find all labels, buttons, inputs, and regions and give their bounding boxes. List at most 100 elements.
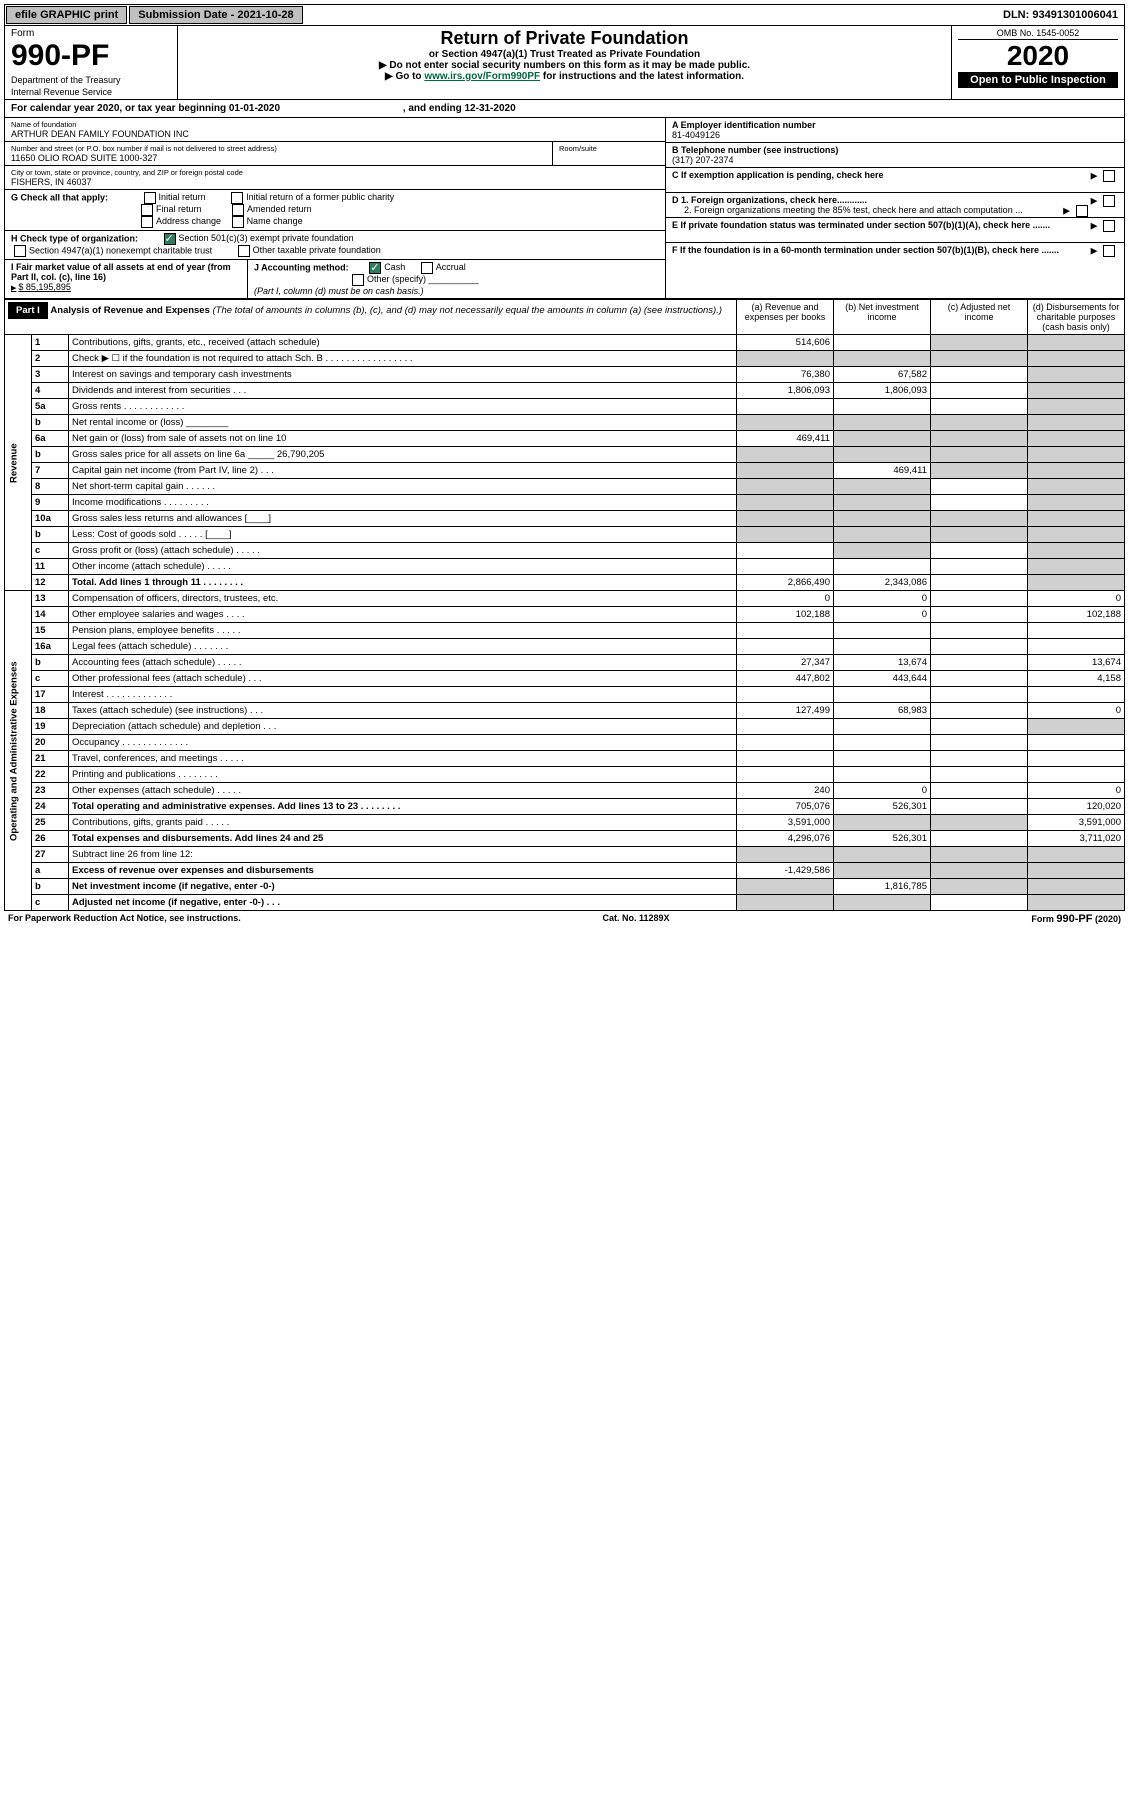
value-cell	[834, 415, 931, 431]
checkbox-501c3[interactable]	[164, 233, 176, 245]
value-cell	[737, 495, 834, 511]
value-cell	[834, 399, 931, 415]
table-row: 7Capital gain net income (from Part IV, …	[5, 463, 1125, 479]
checkbox-name-change[interactable]	[232, 216, 244, 228]
value-cell	[1028, 559, 1125, 575]
d1-label: D 1. Foreign organizations, check here..…	[672, 195, 867, 205]
d2-label: 2. Foreign organizations meeting the 85%…	[684, 205, 1023, 215]
line-number: 23	[32, 783, 69, 799]
checkbox-4947[interactable]	[14, 245, 26, 257]
irs-label: Internal Revenue Service	[11, 87, 171, 97]
checkbox-f[interactable]	[1103, 245, 1115, 257]
city-value: FISHERS, IN 46037	[11, 177, 659, 187]
i-value: $ 85,195,895	[11, 282, 71, 292]
value-cell	[834, 543, 931, 559]
line-number: 9	[32, 495, 69, 511]
value-cell: 102,188	[737, 607, 834, 623]
line-description: Other professional fees (attach schedule…	[69, 671, 737, 687]
line-description: Interest . . . . . . . . . . . . .	[69, 687, 737, 703]
checkbox-initial-return[interactable]	[144, 192, 156, 204]
value-cell	[737, 479, 834, 495]
value-cell	[737, 447, 834, 463]
value-cell	[834, 511, 931, 527]
table-row: 14Other employee salaries and wages . . …	[5, 607, 1125, 623]
line-description: Compensation of officers, directors, tru…	[69, 591, 737, 607]
value-cell	[737, 879, 834, 895]
checkbox-other-method[interactable]	[352, 274, 364, 286]
table-row: Operating and Administrative Expenses13C…	[5, 591, 1125, 607]
table-row: 24Total operating and administrative exp…	[5, 799, 1125, 815]
checkbox-cash[interactable]	[369, 262, 381, 274]
value-cell: 67,582	[834, 367, 931, 383]
checkbox-d1[interactable]	[1103, 195, 1115, 207]
value-cell	[834, 719, 931, 735]
checkbox-other-taxable[interactable]	[238, 245, 250, 257]
revenue-side-label: Revenue	[5, 335, 32, 591]
value-cell: 526,301	[834, 831, 931, 847]
line-description: Gross rents . . . . . . . . . . . .	[69, 399, 737, 415]
value-cell	[834, 479, 931, 495]
checkbox-amended[interactable]	[232, 204, 244, 216]
checkbox-former-public[interactable]	[231, 192, 243, 204]
value-cell	[1028, 639, 1125, 655]
efile-print-button[interactable]: efile GRAPHIC print	[6, 6, 127, 24]
line-number: 19	[32, 719, 69, 735]
line-number: b	[32, 527, 69, 543]
value-cell	[931, 879, 1028, 895]
room-label: Room/suite	[559, 144, 659, 153]
line-number: c	[32, 543, 69, 559]
table-row: 12Total. Add lines 1 through 11 . . . . …	[5, 575, 1125, 591]
b-cell: B Telephone number (see instructions)(31…	[666, 143, 1124, 168]
address-row: Number and street (or P.O. box number if…	[5, 142, 665, 166]
checkbox-address-change[interactable]	[141, 216, 153, 228]
line-description: Other employee salaries and wages . . . …	[69, 607, 737, 623]
value-cell	[1028, 623, 1125, 639]
value-cell	[1028, 575, 1125, 591]
goto-link[interactable]: www.irs.gov/Form990PF	[424, 71, 540, 82]
line-description: Gross sales less returns and allowances …	[69, 511, 737, 527]
value-cell	[1028, 495, 1125, 511]
value-cell	[931, 639, 1028, 655]
j-cash: Cash	[384, 262, 405, 272]
value-cell: 13,674	[1028, 655, 1125, 671]
value-cell: 0	[1028, 703, 1125, 719]
table-row: aExcess of revenue over expenses and dis…	[5, 863, 1125, 879]
city-label: City or town, state or province, country…	[11, 168, 659, 177]
value-cell	[737, 767, 834, 783]
ij-row: I Fair market value of all assets at end…	[5, 260, 665, 298]
line-description: Adjusted net income (if negative, enter …	[69, 895, 737, 911]
expenses-side-label: Operating and Administrative Expenses	[5, 591, 32, 911]
line-description: Travel, conferences, and meetings . . . …	[69, 751, 737, 767]
value-cell	[737, 847, 834, 863]
value-cell	[1028, 447, 1125, 463]
value-cell	[931, 383, 1028, 399]
checkbox-final-return[interactable]	[141, 204, 153, 216]
line-description: Legal fees (attach schedule) . . . . . .…	[69, 639, 737, 655]
value-cell	[1028, 687, 1125, 703]
checkbox-e[interactable]	[1103, 220, 1115, 232]
line-description: Total. Add lines 1 through 11 . . . . . …	[69, 575, 737, 591]
submission-date-button[interactable]: Submission Date - 2021-10-28	[129, 6, 302, 24]
line-description: Excess of revenue over expenses and disb…	[69, 863, 737, 879]
table-row: 15Pension plans, employee benefits . . .…	[5, 623, 1125, 639]
checkbox-d2[interactable]	[1076, 205, 1088, 217]
value-cell	[1028, 879, 1125, 895]
footer-right: Form 990-PF (2020)	[1031, 913, 1121, 925]
value-cell	[931, 863, 1028, 879]
j-other: Other (specify)	[367, 274, 426, 284]
value-cell: 4,158	[1028, 671, 1125, 687]
line-number: 12	[32, 575, 69, 591]
a-cell: A Employer identification number81-40491…	[666, 118, 1124, 143]
line-description: Net rental income or (loss) ________	[69, 415, 737, 431]
line-description: Contributions, gifts, grants, etc., rece…	[69, 335, 737, 351]
value-cell: 2,343,086	[834, 575, 931, 591]
value-cell: 0	[834, 591, 931, 607]
info-right: A Employer identification number81-40491…	[665, 118, 1124, 298]
value-cell	[931, 495, 1028, 511]
checkbox-accrual[interactable]	[421, 262, 433, 274]
g-label: G Check all that apply:	[11, 192, 108, 202]
part1-table: Part I Analysis of Revenue and Expenses …	[4, 299, 1125, 911]
value-cell	[1028, 863, 1125, 879]
value-cell: 0	[737, 591, 834, 607]
checkbox-c[interactable]	[1103, 170, 1115, 182]
